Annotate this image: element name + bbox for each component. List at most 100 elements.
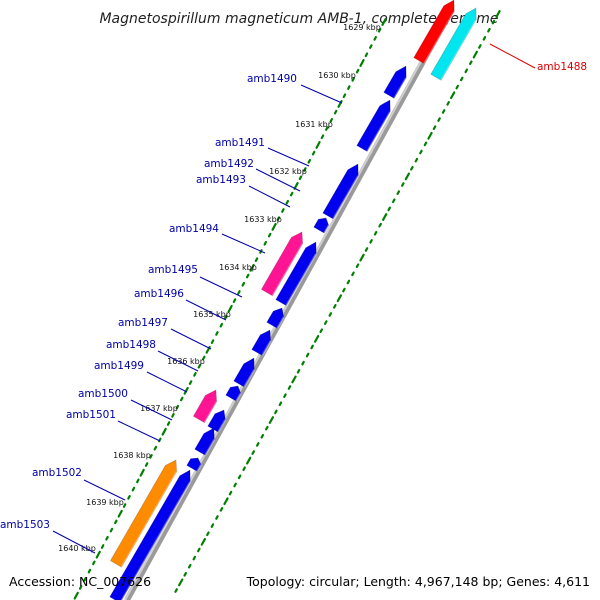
feature-amb1490 xyxy=(383,65,407,99)
scale-dot xyxy=(215,515,219,520)
kbp-tick: 1629 kbp xyxy=(343,23,381,32)
scale-dot xyxy=(301,360,305,366)
kbp-tick: 1630 kbp xyxy=(318,71,356,80)
scale-dot xyxy=(166,421,171,426)
kbp-tick: 1637 kbp xyxy=(140,404,178,413)
scale-dot xyxy=(293,181,299,190)
gene-label: amb1500 xyxy=(78,388,128,400)
feature-amb1494-pink xyxy=(260,231,303,297)
scale-dot xyxy=(278,401,283,407)
backbone-line xyxy=(124,14,451,600)
feature-amb1500-highlight xyxy=(217,419,227,433)
scale-dot xyxy=(192,555,197,561)
gene-label: amb1493 xyxy=(196,174,246,186)
scale-dot xyxy=(83,576,87,582)
feature-amb1502 xyxy=(109,459,177,568)
scale-dot xyxy=(414,157,419,163)
scale-dot xyxy=(251,450,256,455)
gene-leader-line xyxy=(255,168,301,192)
feature-amb1500-pink-highlight xyxy=(203,401,218,424)
scale-dot xyxy=(197,547,201,553)
scale-dot xyxy=(307,158,312,164)
scale-dot xyxy=(328,312,333,317)
scale-dot xyxy=(378,222,382,228)
scale-dot xyxy=(373,230,378,236)
scale-dot xyxy=(117,509,123,518)
scale-dot xyxy=(136,478,140,484)
feature-amb1494-pink-highlight xyxy=(271,243,304,297)
feature-amb1501-highlight xyxy=(204,438,216,456)
feature-amb1500 xyxy=(207,409,226,433)
scale-dot xyxy=(197,363,202,369)
scale-dot xyxy=(320,134,325,140)
feature-amb1501b-highlight xyxy=(196,464,202,472)
scale-dot xyxy=(381,18,387,26)
scale-dot xyxy=(241,281,246,287)
scale-dot xyxy=(187,563,192,569)
kbp-tick: 1640 kbp xyxy=(58,544,96,553)
scale-dot xyxy=(153,445,158,451)
scale-dot xyxy=(437,117,441,122)
scale-dot xyxy=(427,131,433,140)
genome-backbone xyxy=(124,14,451,600)
scale-dot xyxy=(73,591,79,600)
feature-amb1502-highlight xyxy=(120,471,178,568)
scale-dot xyxy=(174,588,178,593)
scale-dot xyxy=(193,372,197,377)
kbp-tick: 1632 kbp xyxy=(269,167,307,176)
scale-dot xyxy=(487,27,491,33)
scale-dot xyxy=(355,263,360,269)
scale-dot xyxy=(281,208,285,213)
scale-dot xyxy=(105,535,109,541)
scale-dot xyxy=(319,328,323,334)
scale-dot xyxy=(432,125,437,131)
kbp-tick: 1635 kbp xyxy=(193,310,231,319)
scale-dot xyxy=(144,462,149,467)
gene-label: amb1495 xyxy=(148,264,198,276)
scale-dot xyxy=(333,304,337,309)
gene-leader-line xyxy=(117,420,161,442)
scale-dot xyxy=(342,287,346,293)
gene-label: amb1499 xyxy=(94,360,144,372)
feature-amb1501b xyxy=(186,457,202,472)
feature-amb1499-highlight xyxy=(235,392,242,402)
scale-dot xyxy=(254,257,259,262)
scale-dot xyxy=(391,198,396,204)
outer-scale-ring xyxy=(73,18,387,600)
scale-dot xyxy=(355,68,360,74)
feature-rna xyxy=(430,7,477,81)
scale-dot xyxy=(228,490,233,496)
feature-amb1498-highlight xyxy=(243,369,256,388)
map-title: Magnetospirillum magneticum AMB-1, compl… xyxy=(99,11,498,27)
backbone-highlight xyxy=(124,15,447,600)
feature-amb1494 xyxy=(313,217,330,234)
feature-amb1499 xyxy=(225,385,242,402)
scale-dot xyxy=(329,118,334,123)
scale-dot xyxy=(401,182,405,187)
gene-label: amb1488 xyxy=(537,61,587,73)
scale-dot xyxy=(472,50,478,59)
scale-dot xyxy=(289,191,294,197)
scale-dot xyxy=(219,322,224,328)
feature-amb1496 xyxy=(266,307,285,329)
feature-amb1503-highlight xyxy=(120,481,192,600)
scale-dot xyxy=(364,52,369,58)
scale-dot xyxy=(127,494,131,500)
kbp-tick: 1639 kbp xyxy=(86,498,124,507)
gene-leader-line xyxy=(130,399,173,421)
scale-dot xyxy=(482,36,487,41)
scale-dot xyxy=(223,497,229,506)
scale-dot xyxy=(276,216,281,222)
scale-dot xyxy=(323,320,328,325)
kbp-tick: 1631 kbp xyxy=(295,120,333,129)
gene-leader-line xyxy=(146,371,188,393)
scale-dot xyxy=(446,101,450,106)
scale-dot xyxy=(274,409,278,415)
kbp-tick: 1638 kbp xyxy=(113,451,151,460)
feature-amb1495-highlight xyxy=(285,253,318,307)
scale-dot xyxy=(333,109,338,115)
kbp-tick-labels: 1629 kbp 1630 kbp 1631 kbp 1632 kbp 1633 kbp… xyxy=(58,23,381,553)
gene-leader-line xyxy=(489,43,536,69)
feature-amb1491 xyxy=(356,99,391,152)
scale-dot xyxy=(232,298,237,303)
